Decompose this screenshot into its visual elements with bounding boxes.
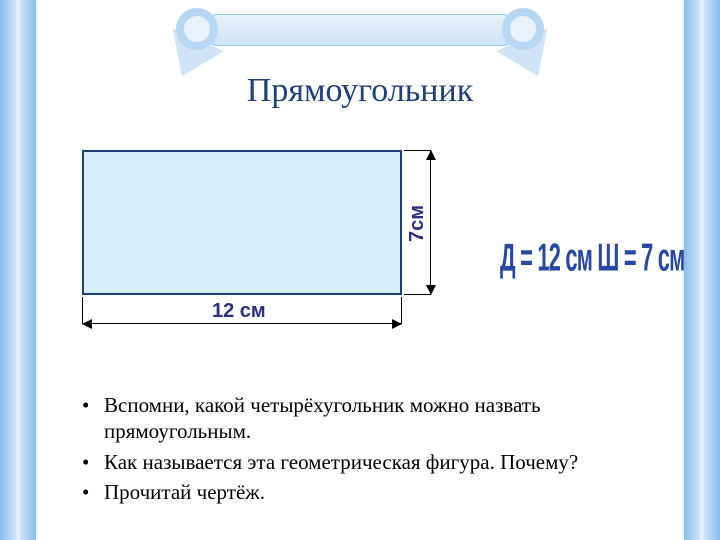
list-item: Прочитай чертёж. xyxy=(82,479,660,505)
height-dimension-line xyxy=(430,150,431,295)
dimensions-formula: Д = 12 см Ш = 7 см xyxy=(500,236,684,281)
question-list: Вспомни, какой четырёхугольник можно наз… xyxy=(82,392,660,509)
rectangle-shape xyxy=(82,150,402,295)
top-scroll-ornament xyxy=(180,8,540,54)
list-item: Вспомни, какой четырёхугольник можно наз… xyxy=(82,392,660,445)
rectangle-diagram: 12 см 7см xyxy=(82,150,482,350)
width-dimension-line xyxy=(82,323,402,324)
page-title: Прямоугольник xyxy=(0,72,720,110)
list-item: Как называется эта геометрическая фигура… xyxy=(82,449,660,475)
width-label: 12 см xyxy=(212,300,266,323)
height-label: 7см xyxy=(406,205,429,242)
